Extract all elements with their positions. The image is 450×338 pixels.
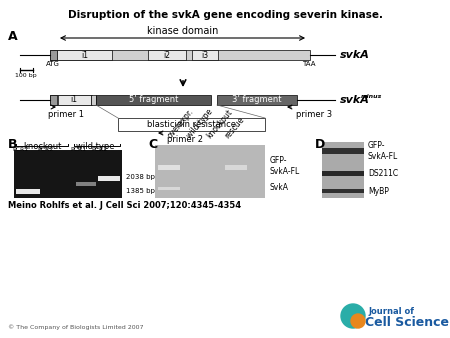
Text: Meino Rohlfs et al. J Cell Sci 2007;120:4345-4354: Meino Rohlfs et al. J Cell Sci 2007;120:… — [8, 201, 241, 210]
Text: wild type: wild type — [76, 142, 114, 151]
Bar — [96, 95, 211, 105]
Text: i3: i3 — [202, 50, 208, 59]
Text: knockout: knockout — [205, 107, 234, 140]
Bar — [158, 187, 180, 190]
Bar — [91, 95, 96, 105]
Text: B: B — [8, 138, 18, 151]
Text: PCR1: PCR1 — [70, 147, 86, 152]
Text: primer 3: primer 3 — [296, 110, 332, 119]
Text: svkA: svkA — [340, 50, 370, 60]
Bar — [155, 145, 265, 198]
Text: primer 1: primer 1 — [48, 110, 84, 119]
Text: Disruption of the svkA gene encoding severin kinase.: Disruption of the svkA gene encoding sev… — [68, 10, 382, 20]
Text: i1: i1 — [71, 96, 77, 104]
Bar — [322, 189, 364, 193]
Text: minus: minus — [361, 94, 382, 98]
Text: GFP-
SvkA-FL: GFP- SvkA-FL — [368, 141, 398, 161]
Text: i2: i2 — [163, 50, 171, 59]
Bar — [322, 148, 364, 154]
Text: C: C — [148, 138, 157, 151]
Text: PCR2: PCR2 — [38, 147, 54, 152]
Bar — [50, 50, 57, 60]
Bar — [58, 95, 91, 105]
Text: PCR2: PCR2 — [92, 147, 108, 152]
Text: ATG: ATG — [46, 61, 60, 67]
Bar — [50, 50, 310, 60]
Bar — [148, 50, 186, 60]
Text: 1385 bp: 1385 bp — [126, 188, 155, 194]
Bar — [98, 176, 120, 181]
Text: © The Company of Biologists Limited 2007: © The Company of Biologists Limited 2007 — [8, 324, 144, 330]
Circle shape — [351, 314, 365, 328]
Bar — [76, 182, 96, 186]
Text: kinase domain: kinase domain — [147, 26, 218, 36]
Bar — [322, 171, 364, 176]
Bar — [50, 95, 92, 105]
Text: SvkA: SvkA — [270, 184, 289, 193]
Text: PCR1: PCR1 — [12, 147, 28, 152]
Text: DS211C: DS211C — [368, 169, 398, 178]
Text: A: A — [8, 30, 18, 43]
Text: svkA: svkA — [340, 95, 370, 105]
Text: 5’ fragment: 5’ fragment — [129, 96, 178, 104]
Text: i1: i1 — [81, 50, 88, 59]
Bar — [217, 95, 297, 105]
Bar — [192, 50, 218, 60]
Text: TAA: TAA — [302, 61, 316, 67]
Bar — [16, 189, 40, 194]
Text: wild type: wild type — [185, 107, 215, 140]
Bar — [50, 95, 57, 105]
Text: 2038 bp: 2038 bp — [126, 174, 155, 180]
Bar — [225, 165, 247, 170]
Bar — [322, 142, 364, 198]
Text: primer 2: primer 2 — [167, 135, 203, 144]
Text: Cell Science: Cell Science — [365, 315, 449, 329]
Text: blasticidin resistance: blasticidin resistance — [147, 120, 236, 129]
Bar — [57, 50, 112, 60]
Text: overexpr.: overexpr. — [166, 107, 196, 140]
Bar — [14, 150, 122, 198]
Text: 100 bp: 100 bp — [15, 73, 37, 78]
Circle shape — [341, 304, 365, 328]
Text: D: D — [315, 138, 325, 151]
Bar — [118, 118, 265, 131]
Text: GFP-
SvkA-FL: GFP- SvkA-FL — [270, 156, 300, 176]
Text: rescue: rescue — [223, 115, 246, 140]
Text: Journal of: Journal of — [368, 307, 414, 315]
Text: MyBP: MyBP — [368, 187, 389, 195]
Text: knockout: knockout — [23, 142, 61, 151]
Text: 3’ fragment: 3’ fragment — [232, 96, 282, 104]
Bar — [158, 165, 180, 170]
